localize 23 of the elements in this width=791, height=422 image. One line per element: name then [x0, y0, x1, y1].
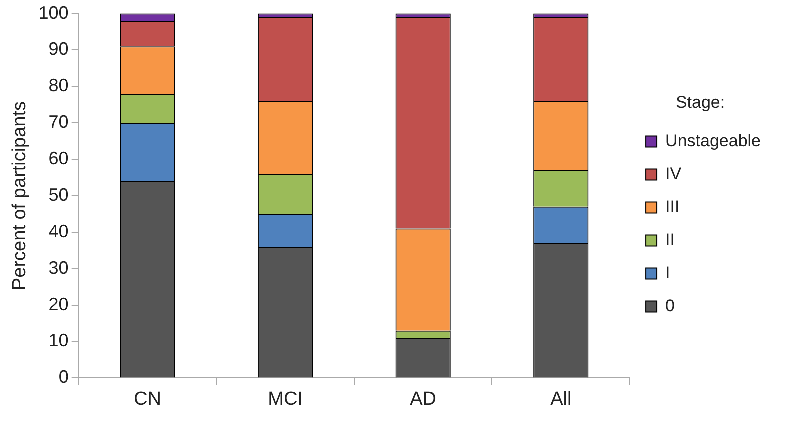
x-tick-label: All: [550, 388, 572, 410]
y-tick-label: 0: [58, 367, 69, 388]
x-tick-label: MCI: [268, 388, 303, 410]
y-tick-label: 60: [48, 148, 69, 169]
y-tick-label: 40: [48, 221, 69, 242]
y-tick-label: 90: [48, 39, 69, 60]
y-tick-label: 70: [48, 112, 69, 132]
legend-label: Unstageable: [666, 131, 762, 150]
legend-label: III: [666, 197, 680, 216]
legend-label: I: [666, 263, 670, 282]
y-tick-label: 30: [48, 258, 69, 278]
y-tick-label: 50: [48, 184, 69, 205]
y-tick-label: 100: [38, 2, 69, 23]
legend-label: IV: [666, 164, 682, 184]
x-tick-label: AD: [410, 388, 437, 410]
y-tick-label: 10: [48, 330, 69, 351]
legend-title: Stage:: [676, 92, 726, 112]
y-tick-label: 20: [48, 294, 69, 314]
legend-label: II: [666, 230, 675, 250]
y-tick-label: 80: [48, 76, 69, 96]
x-tick-label: CN: [134, 388, 162, 410]
y-axis-title: Percent of participants: [10, 101, 31, 291]
legend-label: 0: [666, 296, 676, 316]
